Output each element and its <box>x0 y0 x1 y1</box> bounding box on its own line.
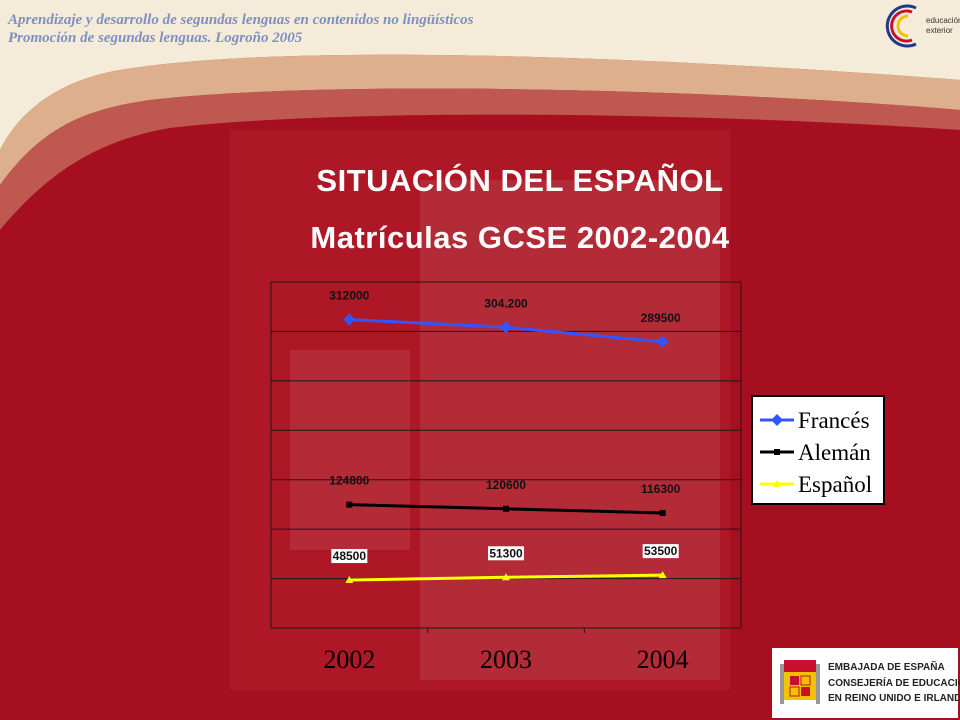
logo-text-line-2: exterior <box>926 26 953 35</box>
data-point-aleman <box>503 505 509 512</box>
header-line-1: Aprendizaje y desarrollo de segundas len… <box>8 12 474 28</box>
data-label-frances: 289500 <box>641 311 681 325</box>
embassy-line-2: CONSEJERÍA DE EDUCACIÓN <box>828 678 960 689</box>
data-label-espanol: 51300 <box>489 546 523 560</box>
data-label-espanol: 53500 <box>644 544 678 558</box>
data-point-espanol <box>502 573 510 581</box>
x-tick-label: 2004 <box>637 645 689 674</box>
series-layer <box>343 313 669 584</box>
plot-border <box>270 281 742 629</box>
legend: Francés Alemán Español <box>751 395 885 505</box>
data-label-box <box>642 544 679 559</box>
data-point-aleman <box>346 501 353 508</box>
logo-text-line-1: educación <box>926 16 960 25</box>
embassy-logo: EMBAJADA DE ESPAÑA CONSEJERÍA DE EDUCACI… <box>772 648 960 718</box>
slide-subtitle: Matrículas GCSE 2002-2004 <box>310 220 730 255</box>
data-label-box <box>331 549 368 564</box>
slide-title: SITUACIÓN DEL ESPAÑOL <box>316 163 724 198</box>
data-label-box <box>488 546 524 561</box>
data-labels: 312000 304.200 289500 124800 120600 116300 485… <box>329 289 681 564</box>
data-point-espanol <box>658 571 667 579</box>
legend-label-frances: Francés <box>798 408 870 433</box>
data-point-espanol <box>345 576 354 584</box>
plot-area <box>270 281 742 629</box>
x-tick-label: 2002 <box>323 645 375 674</box>
legend-label-espanol: Español <box>798 472 872 497</box>
coat-of-arms-icon <box>780 660 820 704</box>
legend-marker-espanol <box>773 480 781 487</box>
legend-marker-aleman <box>774 449 780 455</box>
x-axis-ticks: 2002 2003 2004 <box>323 645 688 674</box>
legend-label-aleman: Alemán <box>798 440 871 465</box>
data-label-frances: 304.200 <box>484 296 528 310</box>
data-point-frances <box>343 313 356 326</box>
data-label-frances: 312000 <box>329 289 369 303</box>
embassy-line-3: EN REINO UNIDO E IRLANDA <box>828 693 960 704</box>
educacion-exterior-logo <box>885 4 917 48</box>
x-tick-label: 2003 <box>480 645 532 674</box>
data-point-frances <box>500 321 512 334</box>
data-label-aleman: 120600 <box>486 478 526 492</box>
data-point-frances <box>656 335 669 348</box>
legend-marker-frances <box>771 414 783 426</box>
data-label-espanol: 48500 <box>333 549 367 563</box>
data-label-aleman: 124800 <box>329 474 369 488</box>
data-point-aleman <box>659 510 666 517</box>
embassy-line-1: EMBAJADA DE ESPAÑA <box>828 662 945 673</box>
data-label-aleman: 116300 <box>641 482 681 496</box>
header-line-2: Promoción de segundas lenguas. Logroño 2… <box>8 30 303 46</box>
